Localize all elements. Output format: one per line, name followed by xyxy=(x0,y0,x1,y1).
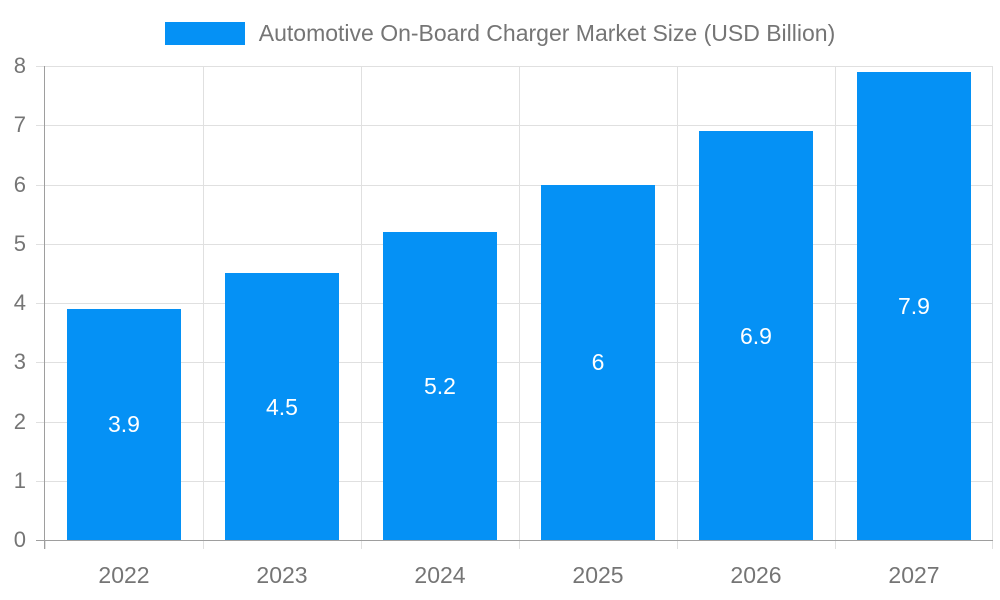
y-tick-label: 4 xyxy=(13,290,26,315)
y-tick-label: 7 xyxy=(13,112,26,138)
y-tick xyxy=(36,303,45,304)
x-tick-label: 2023 xyxy=(256,562,308,588)
bar-value-label: 7.9 xyxy=(898,292,930,319)
x-tick-label: 2027 xyxy=(888,562,940,588)
y-tick xyxy=(36,421,45,423)
y-tick xyxy=(36,125,45,127)
x-gridline xyxy=(677,66,678,540)
bar[interactable]: 6.9 xyxy=(699,131,813,540)
bar[interactable]: 4.5 xyxy=(225,273,339,540)
plot-area: 3.9 4.5 5.2 6 6.9 7.9 xyxy=(45,66,993,540)
legend-label: Automotive On-Board Charger Market Size … xyxy=(258,20,836,46)
x-tick xyxy=(677,540,678,549)
bar[interactable]: 6 xyxy=(541,184,655,540)
x-gridline xyxy=(835,66,836,540)
x-tick-label: 2025 xyxy=(572,562,624,588)
x-gridline xyxy=(361,66,362,540)
x-tick-label: 2026 xyxy=(730,562,782,588)
x-gridline xyxy=(519,66,520,540)
x-tick-label: 2022 xyxy=(98,562,150,588)
legend-swatch xyxy=(164,22,245,45)
x-tick xyxy=(519,540,520,549)
y-tick xyxy=(36,362,45,364)
bar-value-label: 4.5 xyxy=(266,393,298,420)
x-tick-label: 2024 xyxy=(414,562,466,588)
x-tick xyxy=(45,540,46,549)
y-tick-label: 1 xyxy=(13,467,26,493)
y-tick-label: 3 xyxy=(13,349,26,375)
y-tick-label: 0 xyxy=(13,527,26,552)
y-tick xyxy=(36,184,45,186)
y-tick-label: 8 xyxy=(13,53,26,78)
y-tick xyxy=(36,480,45,482)
bar-value-label: 6 xyxy=(591,349,605,376)
y-tick-label: 5 xyxy=(13,230,26,256)
bar[interactable]: 5.2 xyxy=(383,231,497,540)
x-tick xyxy=(361,540,362,549)
y-tick-label: 2 xyxy=(13,408,26,434)
y-axis-line xyxy=(44,66,45,549)
x-tick xyxy=(992,540,993,549)
x-gridline xyxy=(203,66,204,540)
chart-legend[interactable]: Automotive On-Board Charger Market Size … xyxy=(0,20,1000,47)
bar-value-label: 3.9 xyxy=(108,411,140,438)
bar[interactable]: 3.9 xyxy=(67,308,181,540)
y-tick-label: 6 xyxy=(13,171,26,197)
bar[interactable]: 7.9 xyxy=(857,71,971,540)
x-tick xyxy=(835,540,836,549)
y-tick xyxy=(36,243,45,245)
y-tick xyxy=(36,66,45,67)
bar-value-label: 5.2 xyxy=(424,372,456,399)
x-tick xyxy=(203,540,204,549)
x-gridline xyxy=(992,66,993,540)
x-axis-line xyxy=(36,540,993,541)
bar-value-label: 6.9 xyxy=(740,322,772,349)
